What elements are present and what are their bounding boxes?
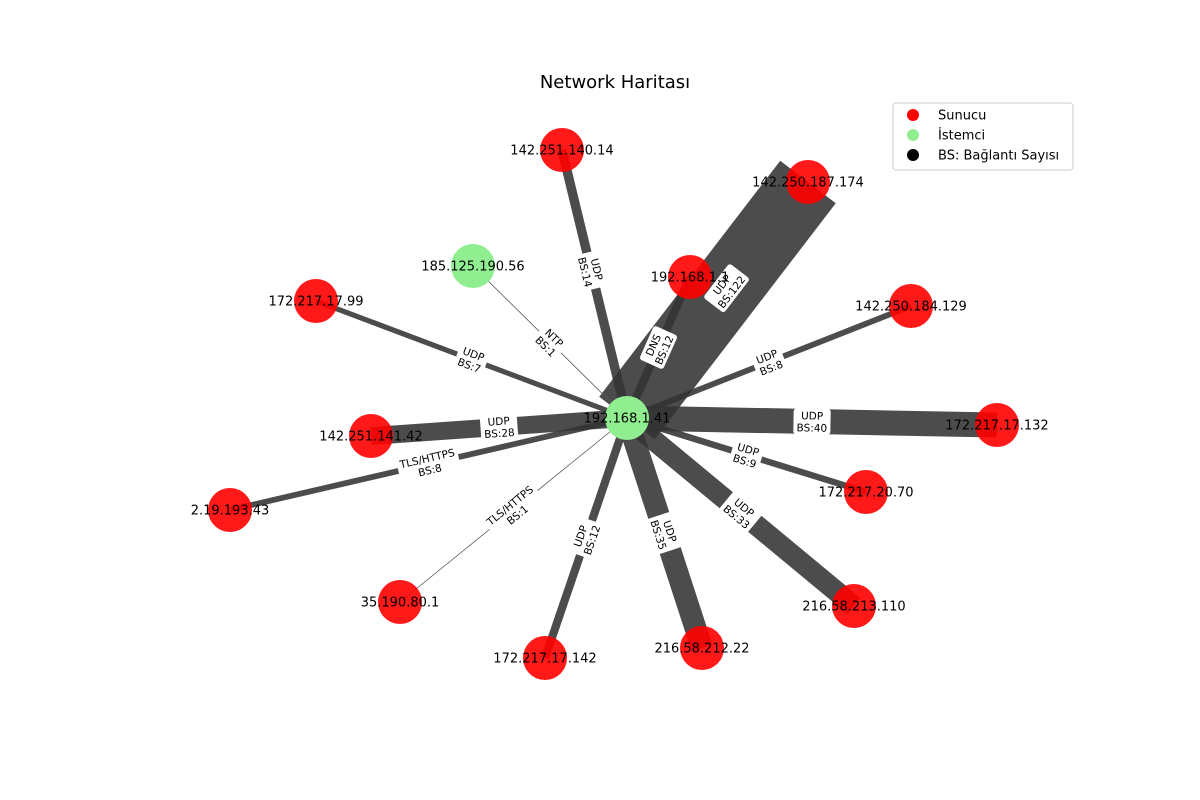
- edge-count-label: BS:40: [796, 422, 827, 435]
- node-192-168-1-1: 192.168.1.1: [651, 255, 730, 299]
- node-172-217-17-142: 172.217.17.142: [493, 636, 597, 680]
- legend-item-server: Sunucu: [907, 109, 986, 124]
- legend-label: BS: Bağlantı Sayısı: [938, 149, 1059, 164]
- server-node-circle: [523, 636, 567, 680]
- edge-label-bg: [531, 323, 569, 361]
- node-142-250-187-174: 142.250.187.174: [752, 160, 864, 204]
- edge-label-bg: [750, 345, 788, 379]
- edge-protocol-label: UDP: [588, 257, 605, 281]
- legend-frame: [892, 102, 1074, 171]
- node-label: 142.250.187.174: [752, 176, 864, 191]
- edge-count-label: BS:8: [417, 462, 443, 479]
- node-192-168-1-41: 192.168.1.41: [584, 396, 671, 440]
- legend-item-count: BS: Bağlantı Sayısı: [907, 149, 1059, 164]
- legend: Sunucu İstemci BS: Bağlantı Sayısı: [892, 102, 1074, 171]
- legend-item-client: İstemci: [907, 128, 985, 144]
- server-node-circle: [889, 284, 933, 328]
- node-label: 35.190.80.1: [361, 596, 440, 611]
- edge-label-bg: [453, 342, 490, 377]
- edge-label-bg: [482, 481, 545, 539]
- edge-label-bg: [728, 438, 765, 472]
- node-172-217-20-70: 172.217.20.70: [818, 470, 914, 514]
- server-node-circle: [208, 488, 252, 532]
- server-node-circle: [668, 255, 712, 299]
- server-node-circle: [786, 160, 830, 204]
- server-node-circle: [349, 414, 393, 458]
- edge-label-bg: [719, 491, 762, 533]
- server-node-circle: [975, 403, 1019, 447]
- legend-marker-icon: [907, 149, 919, 161]
- legend-marker-icon: [907, 109, 919, 121]
- node-label: 216.58.212.22: [654, 642, 749, 657]
- node-label: 172.217.20.70: [818, 486, 913, 501]
- node-label: 142.251.141.42: [319, 430, 422, 445]
- node-2-19-193-43: 2.19.193.43: [191, 488, 270, 532]
- node-label: 216.58.213.110: [802, 600, 905, 615]
- edge-protocol-label: UDP: [487, 415, 510, 429]
- node-172-217-17-99: 172.217.17.99: [268, 279, 364, 323]
- edge-label-bg: [640, 326, 677, 369]
- edge-label-bg: [479, 412, 519, 442]
- server-node-circle: [680, 626, 724, 670]
- server-node-circle: [832, 584, 876, 628]
- node-142-251-141-42: 142.251.141.42: [319, 414, 423, 458]
- node-label: 142.251.140.14: [510, 144, 613, 159]
- node-216-58-212-22: 216.58.212.22: [654, 626, 750, 670]
- node-label: 192.168.1.1: [651, 271, 730, 286]
- node-label: 2.19.193.43: [191, 504, 270, 519]
- node-label: 172.217.17.132: [945, 419, 1048, 434]
- legend-marker-icon: [907, 129, 919, 141]
- node-142-250-184-129: 142.250.184.129: [855, 284, 967, 328]
- server-node-circle: [294, 279, 338, 323]
- server-node-circle: [844, 470, 888, 514]
- node-216-58-213-110: 216.58.213.110: [802, 584, 906, 628]
- edge-label-bg: [647, 512, 682, 554]
- node-35-190-80-1: 35.190.80.1: [361, 580, 440, 624]
- client-node-circle: [451, 244, 495, 288]
- edge-count-label: BS:28: [484, 427, 515, 441]
- server-node-circle: [378, 580, 422, 624]
- edge-label-bg: [568, 517, 604, 559]
- edge-label-bg: [793, 408, 831, 435]
- node-185-125-190-56: 185.125.190.56: [421, 244, 525, 288]
- server-node-circle: [540, 128, 584, 172]
- legend-label: Sunucu: [938, 109, 986, 124]
- node-label: 185.125.190.56: [421, 260, 524, 275]
- node-label: 192.168.1.41: [584, 412, 671, 427]
- node-172-217-17-132: 172.217.17.132: [945, 403, 1049, 447]
- legend-label: İstemci: [938, 128, 985, 144]
- nodes-layer: 142.251.140.14 142.250.187.174 192.168.1.1…: [191, 128, 1049, 680]
- client-node-circle: [605, 396, 649, 440]
- edge-protocol-label: UDP: [801, 410, 823, 422]
- chart-title: Network Haritası: [540, 72, 690, 93]
- edge-label-bg: [704, 264, 749, 313]
- node-label: 172.217.17.142: [493, 652, 596, 667]
- node-142-251-140-14: 142.251.140.14: [510, 128, 614, 172]
- node-label: 142.250.184.129: [855, 300, 967, 315]
- node-label: 172.217.17.99: [268, 295, 363, 310]
- edge-label-bg: [574, 250, 608, 292]
- edge-label-bg: [396, 444, 461, 484]
